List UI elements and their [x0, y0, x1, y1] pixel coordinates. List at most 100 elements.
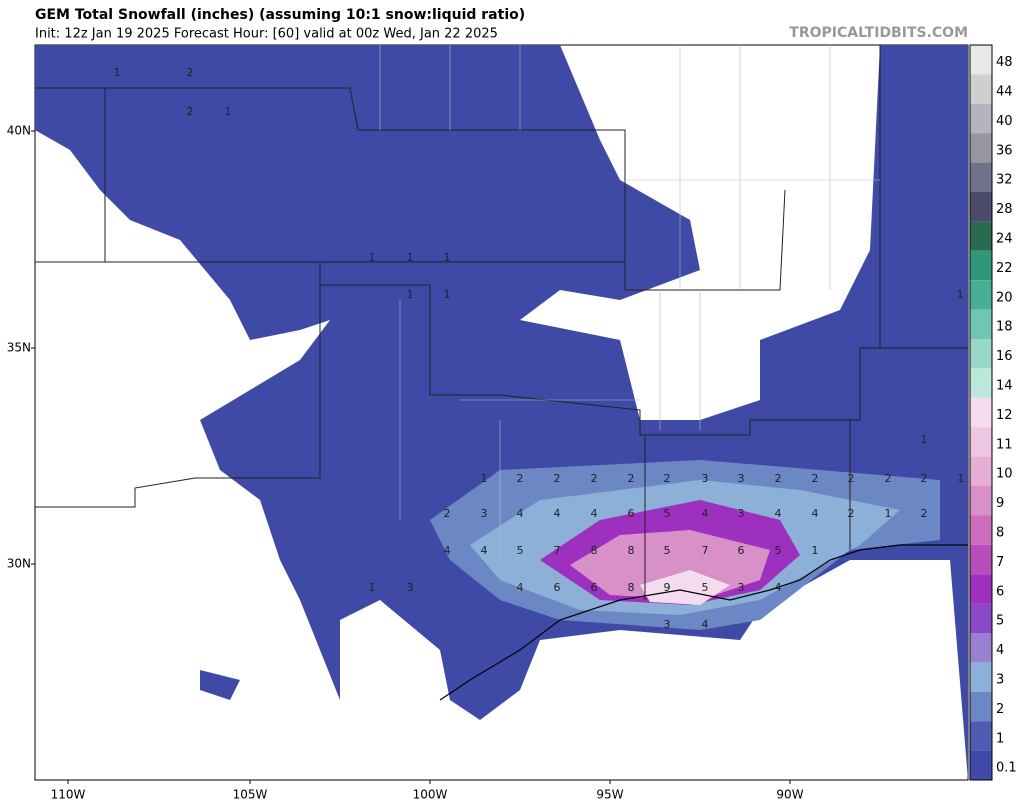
coastline [439, 544, 968, 701]
colorbar-swatch [970, 544, 992, 575]
colorbar-label: 40 [996, 114, 1013, 129]
contour-label: 3 [702, 472, 709, 485]
contour-label: 2 [187, 105, 194, 118]
contour-label: 4 [702, 618, 709, 631]
contour-label: 4 [591, 507, 598, 520]
title: GEM Total Snowfall (inches) (assuming 10… [35, 7, 525, 23]
contour-label: 2 [444, 507, 451, 520]
colorbar-label: 0.1 [996, 761, 1017, 776]
colorbar-label: 24 [996, 232, 1013, 247]
contour-label: 4 [812, 507, 819, 520]
colorbar-swatch [970, 486, 992, 516]
contour-label: 1 [114, 66, 121, 79]
contour-label: 2 [775, 472, 782, 485]
contour-label: 2 [848, 507, 855, 520]
contour-label: 1 [812, 544, 819, 557]
county-lines [379, 45, 880, 560]
contour-label: 6 [591, 581, 598, 594]
colorbar-swatch [970, 309, 992, 339]
colorbar-swatch [970, 74, 992, 104]
contour-label: 3 [738, 581, 745, 594]
colorbar-swatch [970, 515, 992, 545]
colorbar-swatch [970, 691, 992, 722]
contour-label: 1 [407, 251, 414, 264]
contour-label: 3 [407, 581, 414, 594]
colorbar-swatch [970, 221, 992, 251]
colorbar-swatch [970, 633, 992, 663]
colorbar-label: 22 [996, 261, 1013, 276]
contour-label: 4 [517, 507, 524, 520]
lon-label: 100W [413, 788, 448, 801]
contour-label: 7 [554, 544, 561, 557]
colorbar-swatch [970, 339, 992, 369]
colorbar-swatch [970, 574, 992, 604]
colorbar-label: 12 [996, 408, 1013, 423]
contour-label: 6 [738, 544, 745, 557]
contour-label: 6 [554, 581, 561, 594]
contour-label: 8 [628, 544, 635, 557]
contour-label: 4 [775, 507, 782, 520]
colorbar-swatch [970, 397, 992, 428]
contour-label: 2 [628, 472, 635, 485]
map [34, 44, 969, 781]
watermark: TROPICALTIDBITS.COM [789, 25, 968, 41]
colorbar-label: 11 [996, 437, 1013, 452]
contour-label: 1 [369, 581, 376, 594]
contour-label: 1 [444, 288, 451, 301]
colorbar-label: 3 [996, 673, 1004, 688]
colorbar-label: 18 [996, 320, 1013, 335]
contour-label: 1 [444, 251, 451, 264]
contour-label: 4 [481, 544, 488, 557]
contour-label: 2 [812, 472, 819, 485]
lon-label: 110W [51, 788, 86, 801]
colorbar-label: 20 [996, 290, 1013, 305]
colorbar-swatch [970, 250, 992, 281]
subtitle: Init: 12z Jan 19 2025 Forecast Hour: [60… [35, 27, 498, 42]
snow-core [640, 570, 730, 605]
contour-label: 5 [664, 507, 671, 520]
colorbar-label: 7 [996, 555, 1004, 570]
contour-label: 1 [481, 472, 488, 485]
colorbar-label: 2 [996, 702, 1004, 717]
colorbar-swatch [970, 45, 992, 75]
contour-label: 4 [775, 581, 782, 594]
colorbar-label: 8 [996, 526, 1004, 541]
colorbar-swatch [970, 721, 992, 751]
snow-area [200, 670, 240, 700]
colorbar-swatch [970, 750, 992, 780]
contour-label: 2 [664, 472, 671, 485]
state-line [35, 45, 968, 600]
contour-label: 2 [554, 472, 561, 485]
colorbar-label: 44 [996, 85, 1013, 100]
contour-label: 2 [921, 507, 928, 520]
contour-label: 5 [702, 581, 709, 594]
contour-label: 1 [921, 433, 928, 446]
colorbar-label: 10 [996, 467, 1013, 482]
contour-label: 2 [921, 472, 928, 485]
contour-label: 1 [958, 472, 965, 485]
contour-label: 2 [885, 472, 892, 485]
contour-label: 8 [591, 544, 598, 557]
contour-label: 5 [517, 544, 524, 557]
contour-label: 6 [628, 507, 635, 520]
contour-label: 4 [554, 507, 561, 520]
contour-label: 8 [628, 581, 635, 594]
colorbar-swatch [970, 603, 992, 633]
colorbar-frame [969, 44, 993, 781]
colorbar-label: 16 [996, 349, 1013, 364]
colorbar-swatch [970, 368, 992, 398]
contour-label: 1 [885, 507, 892, 520]
colorbar-label: 6 [996, 584, 1004, 599]
lon-label: 90W [776, 788, 803, 801]
contour-label: 4 [702, 507, 709, 520]
colorbar-label: 28 [996, 202, 1013, 217]
lat-label: 40N [7, 124, 31, 138]
colorbar-swatch [970, 427, 992, 457]
contour-label: 2 [187, 66, 194, 79]
colorbar-label: 14 [996, 379, 1013, 394]
contour-label: 1 [225, 105, 232, 118]
contour-label: 1 [957, 288, 964, 301]
colorbar-label: 5 [996, 614, 1004, 629]
contour-label: 5 [775, 544, 782, 557]
